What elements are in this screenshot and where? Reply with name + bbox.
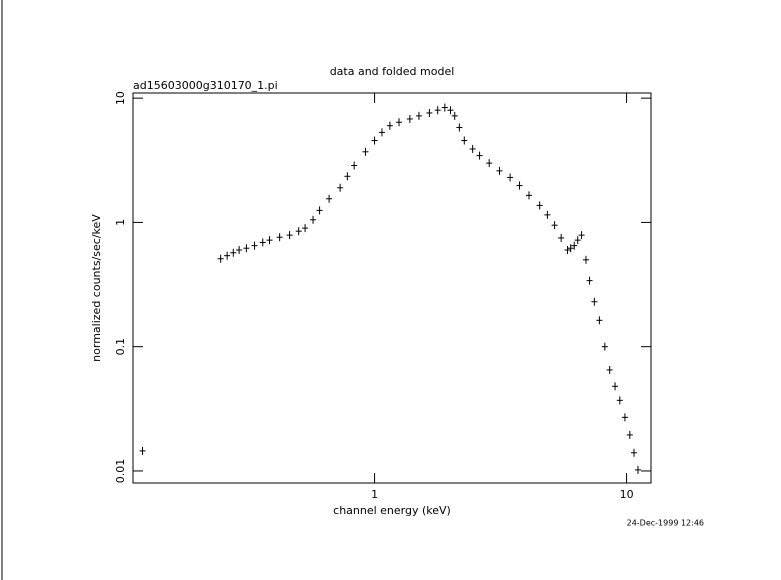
x-tick-label: 10 xyxy=(620,488,634,501)
data-point xyxy=(447,106,454,115)
data-point xyxy=(630,448,637,457)
data-point xyxy=(139,446,146,455)
data-point xyxy=(456,123,463,132)
data-point xyxy=(295,227,302,236)
data-point xyxy=(434,106,441,115)
data-point xyxy=(578,231,585,240)
data-point xyxy=(469,144,476,153)
data-point xyxy=(571,241,578,250)
data-point xyxy=(574,236,581,245)
data-point xyxy=(586,276,593,285)
data-point xyxy=(616,396,623,405)
data-point xyxy=(601,342,608,351)
data-point xyxy=(362,147,369,156)
data-point xyxy=(344,172,351,181)
data-point xyxy=(626,430,633,439)
data-point xyxy=(558,233,565,242)
data-point xyxy=(251,241,258,250)
data-point xyxy=(507,173,514,182)
data-point xyxy=(461,136,468,145)
data-point xyxy=(326,194,333,203)
data-point xyxy=(276,233,283,242)
data-point xyxy=(476,151,483,160)
timestamp: 24-Dec-1999 12:46 xyxy=(627,519,704,528)
data-point xyxy=(266,236,273,245)
data-point xyxy=(451,111,458,120)
data-point xyxy=(406,114,413,123)
y-tick-label: 10 xyxy=(114,91,127,105)
x-axis-label: channel energy (keV) xyxy=(333,504,451,517)
y-axis-label: normalized counts/sec/keV xyxy=(90,214,103,362)
data-point xyxy=(316,206,323,215)
data-point xyxy=(415,111,422,120)
y-tick-label: 1 xyxy=(114,219,127,226)
data-point xyxy=(536,201,543,210)
data-point xyxy=(551,221,558,230)
data-point xyxy=(486,159,493,168)
x-tick-label: 1 xyxy=(371,488,378,501)
data-point xyxy=(591,297,598,306)
data-point xyxy=(371,136,378,145)
data-point xyxy=(621,413,628,422)
y-tick-label: 0.1 xyxy=(114,338,127,356)
data-point xyxy=(564,245,571,254)
data-point xyxy=(286,231,293,240)
data-point xyxy=(516,181,523,190)
data-point xyxy=(224,251,231,260)
data-point xyxy=(310,215,317,224)
data-point xyxy=(567,244,574,253)
data-point xyxy=(386,121,393,130)
data-point xyxy=(236,245,243,254)
data-point xyxy=(496,166,503,175)
data-point xyxy=(230,248,237,257)
data-point xyxy=(426,108,433,117)
data-point xyxy=(612,382,619,391)
data-point xyxy=(525,191,532,200)
data-point xyxy=(302,224,309,233)
data-point xyxy=(243,244,250,253)
data-point xyxy=(582,255,589,264)
data-point xyxy=(351,161,358,170)
data-point xyxy=(217,254,224,263)
data-point xyxy=(378,128,385,137)
data-point xyxy=(544,210,551,219)
chart-subtitle: ad15603000g310170_1.pi xyxy=(133,79,278,92)
data-point xyxy=(634,465,641,474)
chart-title: data and folded model xyxy=(330,65,455,78)
data-point xyxy=(395,118,402,127)
data-point xyxy=(441,103,448,112)
data-point xyxy=(606,365,613,374)
data-point xyxy=(596,316,603,325)
data-point xyxy=(259,238,266,247)
y-tick-label: 0.01 xyxy=(114,459,127,484)
plot-frame xyxy=(132,92,652,484)
data-point xyxy=(337,183,344,192)
